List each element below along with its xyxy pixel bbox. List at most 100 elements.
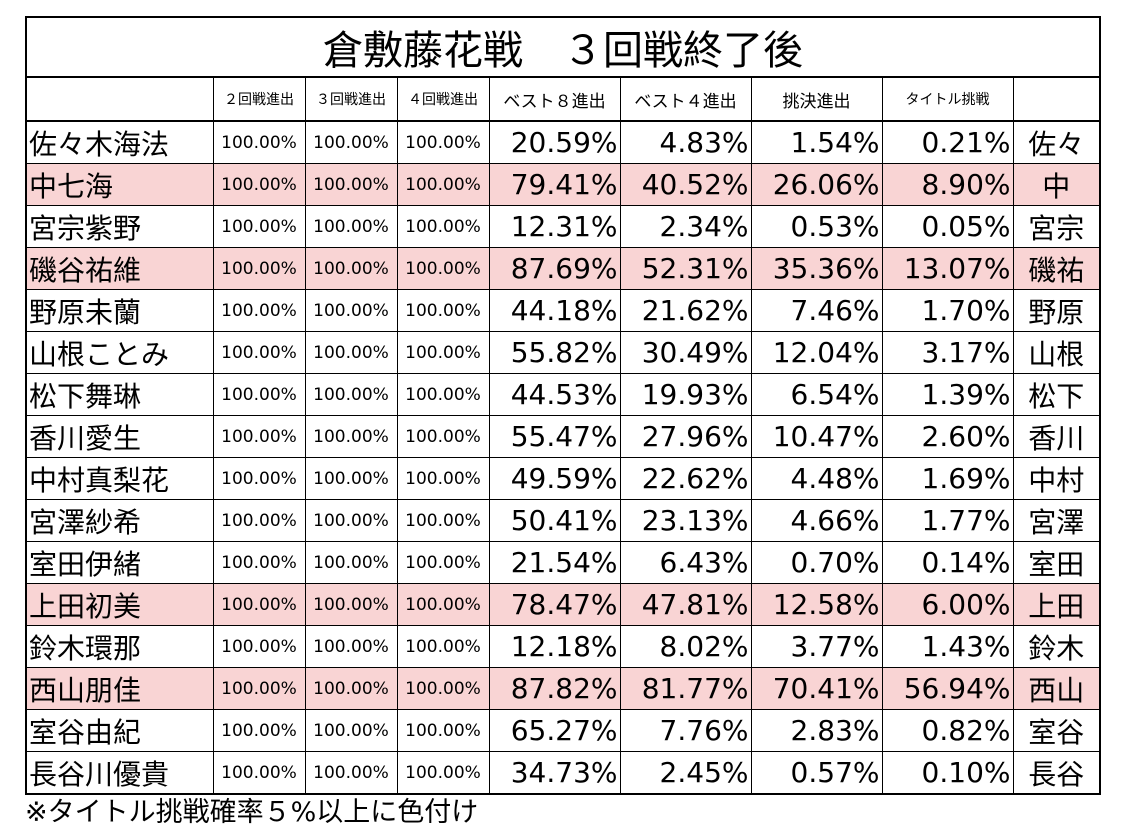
cell-r4: 100.00% (396, 373, 489, 416)
cell-short: 室谷 (1012, 709, 1102, 752)
header-row: ２回戦進出 ３回戦進出 ４回戦進出 ベスト８進出 ベスト４進出 挑決進出 タイト… (25, 77, 1102, 122)
table-row: 中村真梨花 100.00% 100.00% 100.00% 49.59% 22.62% 4.… (25, 457, 1102, 500)
cell-name: 山根ことみ (25, 331, 214, 374)
table-row: 長谷川優貴 100.00% 100.00% 100.00% 34.73% 2.45% 0.5… (25, 751, 1102, 795)
cell-r2: 100.00% (212, 247, 305, 290)
header-r4: ４回戦進出 (396, 77, 489, 122)
cell-final: 10.47% (750, 415, 882, 458)
cell-best4: 2.45% (619, 751, 751, 795)
cell-title: 0.82% (881, 709, 1013, 752)
header-best8: ベスト８進出 (488, 77, 620, 122)
cell-short: 山根 (1012, 331, 1102, 374)
cell-r2: 100.00% (212, 457, 305, 500)
cell-r2: 100.00% (212, 541, 305, 584)
table-row: 佐々木海法 100.00% 100.00% 100.00% 20.59% 4.83% 1.5… (25, 121, 1102, 164)
cell-best8: 87.69% (488, 247, 620, 290)
cell-final: 0.70% (750, 541, 882, 584)
cell-short: 鈴木 (1012, 625, 1102, 668)
cell-title: 56.94% (881, 667, 1013, 710)
cell-r3: 100.00% (304, 457, 397, 500)
cell-best4: 2.34% (619, 205, 751, 248)
cell-r3: 100.00% (304, 331, 397, 374)
cell-best8: 44.53% (488, 373, 620, 416)
cell-name: 西山朋佳 (25, 667, 214, 710)
cell-title: 1.43% (881, 625, 1013, 668)
table-row: 上田初美 100.00% 100.00% 100.00% 78.47% 47.81% 12.… (25, 583, 1102, 626)
cell-best4: 52.31% (619, 247, 751, 290)
cell-r2: 100.00% (212, 289, 305, 332)
cell-r4: 100.00% (396, 163, 489, 206)
cell-title: 2.60% (881, 415, 1013, 458)
cell-title: 1.39% (881, 373, 1013, 416)
cell-r3: 100.00% (304, 373, 397, 416)
cell-final: 12.04% (750, 331, 882, 374)
cell-name: 宮宗紫野 (25, 205, 214, 248)
cell-final: 0.53% (750, 205, 882, 248)
cell-title: 1.69% (881, 457, 1013, 500)
cell-r3: 100.00% (304, 667, 397, 710)
cell-final: 7.46% (750, 289, 882, 332)
header-title-challenge: タイトル挑戦 (881, 77, 1013, 122)
cell-best8: 50.41% (488, 499, 620, 542)
cell-best8: 78.47% (488, 583, 620, 626)
cell-r4: 100.00% (396, 541, 489, 584)
cell-best8: 12.31% (488, 205, 620, 248)
cell-r3: 100.00% (304, 583, 397, 626)
cell-r2: 100.00% (212, 709, 305, 752)
cell-r3: 100.00% (304, 709, 397, 752)
table-row: 西山朋佳 100.00% 100.00% 100.00% 87.82% 81.77% 70.… (25, 667, 1102, 710)
cell-name: 宮澤紗希 (25, 499, 214, 542)
cell-title: 6.00% (881, 583, 1013, 626)
cell-best4: 21.62% (619, 289, 751, 332)
cell-r3: 100.00% (304, 121, 397, 164)
table-row: 松下舞琳 100.00% 100.00% 100.00% 44.53% 19.93% 6.5… (25, 373, 1102, 416)
cell-r3: 100.00% (304, 163, 397, 206)
cell-final: 1.54% (750, 121, 882, 164)
cell-best4: 7.76% (619, 709, 751, 752)
cell-best8: 44.18% (488, 289, 620, 332)
cell-r4: 100.00% (396, 499, 489, 542)
cell-title: 3.17% (881, 331, 1013, 374)
cell-title: 13.07% (881, 247, 1013, 290)
cell-name: 野原未蘭 (25, 289, 214, 332)
cell-r4: 100.00% (396, 583, 489, 626)
cell-best8: 65.27% (488, 709, 620, 752)
cell-best8: 21.54% (488, 541, 620, 584)
table-title: 倉敷藤花戦 ３回戦終了後 (24, 16, 1102, 78)
cell-best8: 49.59% (488, 457, 620, 500)
header-best4: ベスト４進出 (619, 77, 751, 122)
cell-best4: 22.62% (619, 457, 751, 500)
cell-short: 佐々 (1012, 121, 1102, 164)
cell-r2: 100.00% (212, 373, 305, 416)
cell-r3: 100.00% (304, 289, 397, 332)
cell-final: 35.36% (750, 247, 882, 290)
cell-name: 鈴木環那 (25, 625, 214, 668)
table-row: 宮宗紫野 100.00% 100.00% 100.00% 12.31% 2.34% 0.53… (25, 205, 1102, 248)
cell-best4: 8.02% (619, 625, 751, 668)
cell-title: 1.77% (881, 499, 1013, 542)
cell-r3: 100.00% (304, 541, 397, 584)
cell-final: 4.48% (750, 457, 882, 500)
table-row: 中七海 100.00% 100.00% 100.00% 79.41% 40.52% 26.0… (25, 163, 1102, 206)
footnote: ※タイトル挑戦確率５%以上に色付け (25, 797, 479, 828)
cell-best4: 30.49% (619, 331, 751, 374)
cell-r2: 100.00% (212, 751, 305, 795)
header-r3: ３回戦進出 (304, 77, 397, 122)
cell-name: 中村真梨花 (25, 457, 214, 500)
cell-name: 中七海 (25, 163, 214, 206)
header-final: 挑決進出 (750, 77, 882, 122)
cell-final: 6.54% (750, 373, 882, 416)
cell-title: 0.05% (881, 205, 1013, 248)
cell-best4: 81.77% (619, 667, 751, 710)
cell-final: 12.58% (750, 583, 882, 626)
cell-short: 中村 (1012, 457, 1102, 500)
cell-best4: 6.43% (619, 541, 751, 584)
cell-title: 8.90% (881, 163, 1013, 206)
cell-r2: 100.00% (212, 499, 305, 542)
cell-r4: 100.00% (396, 331, 489, 374)
cell-name: 室田伊緒 (25, 541, 214, 584)
cell-short: 西山 (1012, 667, 1102, 710)
table-row: 野原未蘭 100.00% 100.00% 100.00% 44.18% 21.62% 7.4… (25, 289, 1102, 332)
table-row: 室田伊緒 100.00% 100.00% 100.00% 21.54% 6.43% 0.70… (25, 541, 1102, 584)
cell-r2: 100.00% (212, 163, 305, 206)
